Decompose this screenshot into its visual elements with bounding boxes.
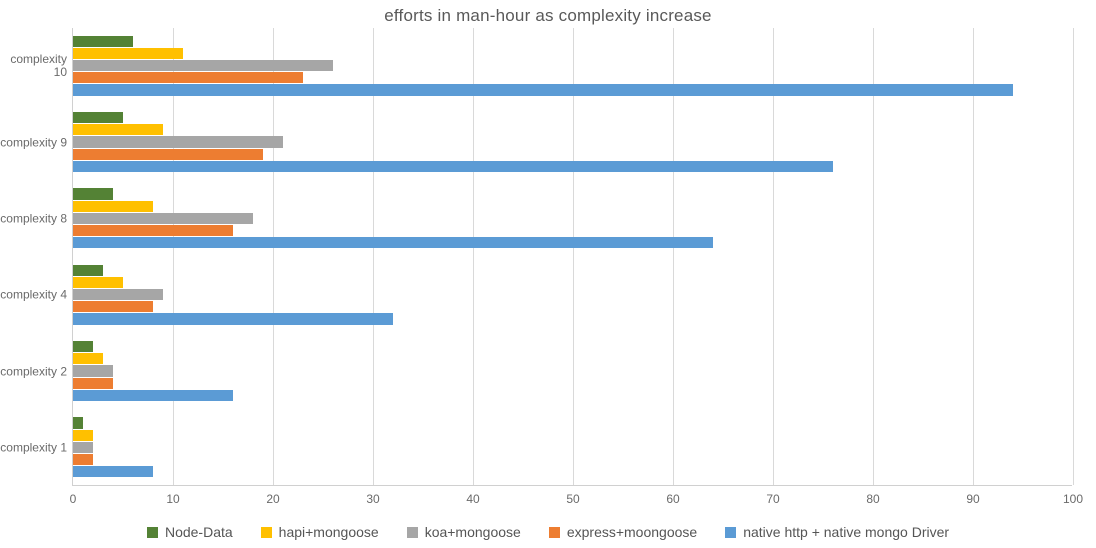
- bar: [73, 417, 83, 428]
- legend: Node-Data hapi+mongoose koa+mongoose expres…: [0, 524, 1096, 540]
- bar: [73, 301, 153, 312]
- bar: [73, 237, 713, 248]
- bar: [73, 442, 93, 453]
- bar: [73, 149, 263, 160]
- bar: [73, 136, 283, 147]
- x-tick-label: 0: [70, 492, 77, 506]
- bar-group: [73, 265, 1072, 326]
- legend-item: native http + native mongo Driver: [725, 524, 949, 540]
- bar: [73, 213, 253, 224]
- legend-item: Node-Data: [147, 524, 233, 540]
- y-category-label: complexity 10: [10, 53, 73, 79]
- bar: [73, 161, 833, 172]
- bar: [73, 201, 153, 212]
- x-tick-label: 100: [1063, 492, 1083, 506]
- x-tick-label: 20: [266, 492, 279, 506]
- legend-item: koa+mongoose: [407, 524, 521, 540]
- legend-item: express+moongoose: [549, 524, 697, 540]
- bar: [73, 365, 113, 376]
- legend-label: Node-Data: [165, 524, 233, 540]
- x-tick-label: 10: [166, 492, 179, 506]
- x-tick-label: 90: [966, 492, 979, 506]
- bar: [73, 341, 93, 352]
- y-category-label: complexity 9: [0, 136, 73, 149]
- bar: [73, 72, 303, 83]
- legend-item: hapi+mongoose: [261, 524, 379, 540]
- x-tick-label: 40: [466, 492, 479, 506]
- bar: [73, 36, 133, 47]
- bar: [73, 84, 1013, 95]
- legend-label: hapi+mongoose: [279, 524, 379, 540]
- x-tick-label: 60: [666, 492, 679, 506]
- x-tick-label: 80: [866, 492, 879, 506]
- bar: [73, 188, 113, 199]
- bar: [73, 60, 333, 71]
- bar-group: [73, 112, 1072, 173]
- x-tick-label: 30: [366, 492, 379, 506]
- chart-title: efforts in man-hour as complexity increa…: [0, 6, 1096, 26]
- x-tick-label: 50: [566, 492, 579, 506]
- legend-label: koa+mongoose: [425, 524, 521, 540]
- bar: [73, 466, 153, 477]
- y-category-label: complexity 4: [0, 289, 73, 302]
- bar: [73, 48, 183, 59]
- legend-swatch: [407, 527, 418, 538]
- bar: [73, 112, 123, 123]
- bar: [73, 277, 123, 288]
- bar: [73, 353, 103, 364]
- plot-area: 0102030405060708090100complexity 1comple…: [72, 28, 1072, 486]
- bar: [73, 225, 233, 236]
- legend-label: express+moongoose: [567, 524, 697, 540]
- gridline: [1073, 28, 1074, 485]
- legend-swatch: [147, 527, 158, 538]
- bar: [73, 124, 163, 135]
- bar: [73, 390, 233, 401]
- bar-group: [73, 341, 1072, 402]
- bar: [73, 313, 393, 324]
- legend-label: native http + native mongo Driver: [743, 524, 949, 540]
- bar-group: [73, 188, 1072, 249]
- y-category-label: complexity 8: [0, 212, 73, 225]
- bar: [73, 265, 103, 276]
- bar: [73, 430, 93, 441]
- y-category-label: complexity 1: [0, 441, 73, 454]
- bar-group: [73, 417, 1072, 478]
- effort-chart: efforts in man-hour as complexity increa…: [0, 0, 1096, 548]
- legend-swatch: [725, 527, 736, 538]
- bar: [73, 454, 93, 465]
- legend-swatch: [549, 527, 560, 538]
- bar: [73, 289, 163, 300]
- y-category-label: complexity 2: [0, 365, 73, 378]
- legend-swatch: [261, 527, 272, 538]
- bar: [73, 378, 113, 389]
- bar-group: [73, 36, 1072, 97]
- x-tick-label: 70: [766, 492, 779, 506]
